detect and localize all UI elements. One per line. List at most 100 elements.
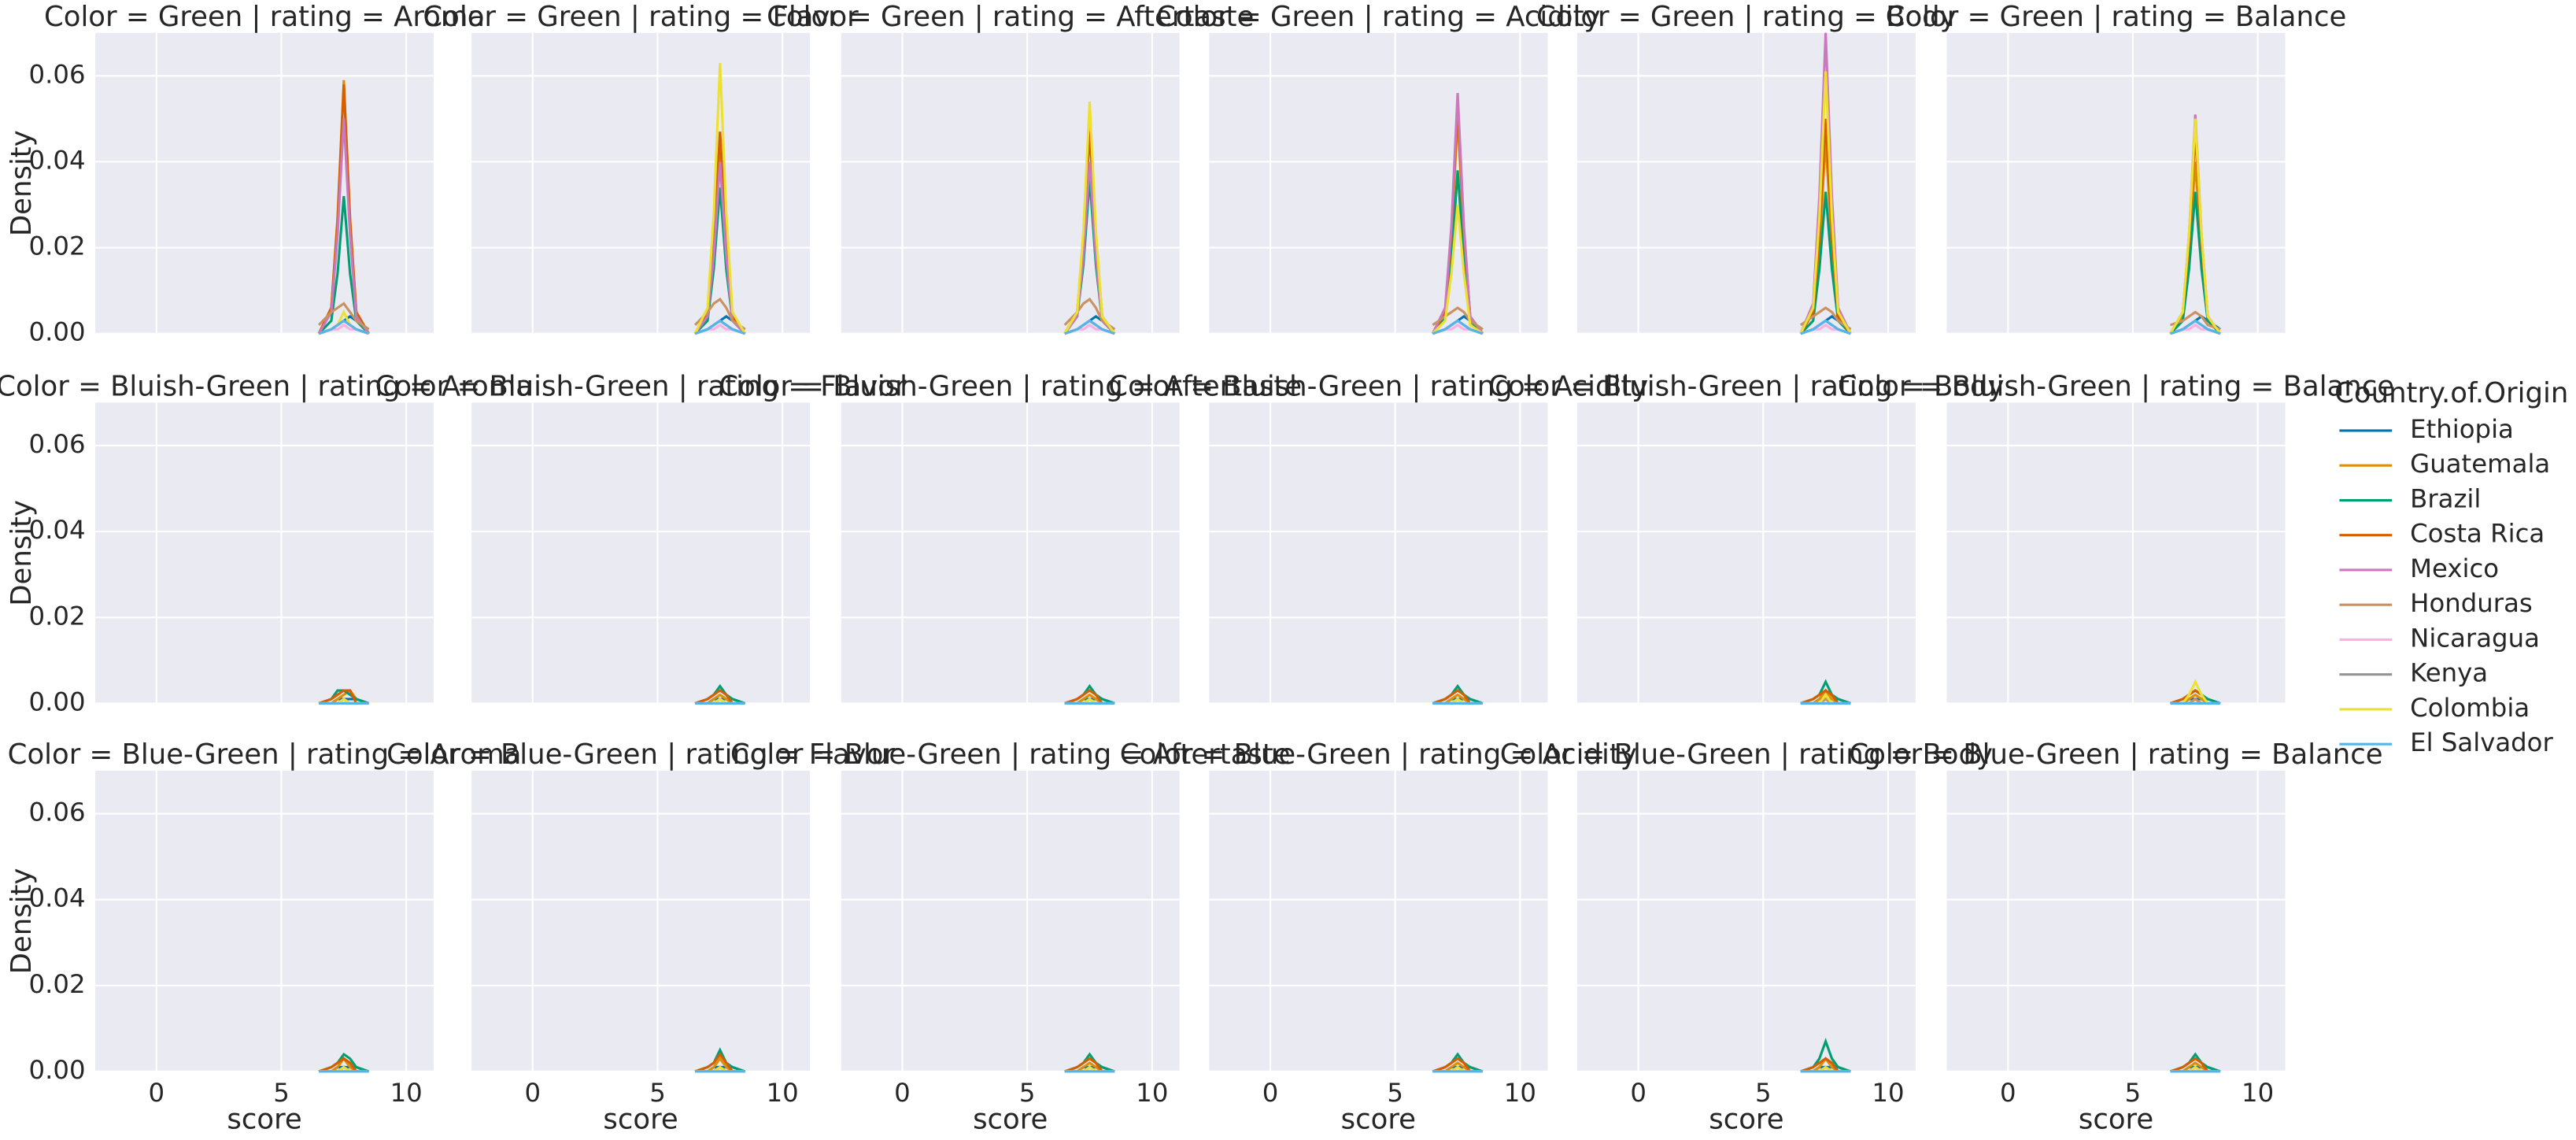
density-line: El Salvador	[2170, 319, 2221, 335]
density-line: Honduras	[693, 297, 746, 331]
plot-area	[95, 770, 434, 1072]
y-tick-label: 0.02	[29, 969, 86, 999]
density-line: Colombia	[1799, 71, 1852, 335]
y-tick-label: 0.04	[29, 145, 86, 175]
density-line: El Salvador	[1432, 319, 1484, 335]
panel-title: Color = Bluish-Green | rating = Body	[1488, 371, 2004, 403]
plot-area	[1576, 32, 1916, 334]
x-tick-label: 10	[1136, 1078, 1168, 1108]
density-line: Colombia	[2169, 118, 2222, 335]
legend-label: Nicaragua	[2410, 623, 2540, 653]
x-tick-label: 5	[2125, 1078, 2142, 1108]
x-tick-label: 5	[649, 1078, 666, 1108]
x-tick-label: 5	[273, 1078, 290, 1108]
x-tick-label: 10	[767, 1078, 799, 1108]
x-tick-label: 0	[894, 1078, 911, 1108]
x-tick-label: 5	[1755, 1078, 1772, 1108]
density-line: Honduras	[1800, 306, 1852, 331]
plot-area	[471, 32, 811, 334]
panel-title: Color = Green | rating = Flavor	[423, 1, 859, 33]
y-tick-label: 0.06	[29, 798, 86, 827]
panel-title: Color = Bluish-Green | rating = Acidity	[1108, 371, 1648, 403]
x-tick-label: 5	[1387, 1078, 1403, 1108]
y-tick-label: 0.06	[29, 429, 86, 459]
panel-title: Color = Blue-Green | rating = Body	[1500, 738, 1993, 771]
plot-area	[95, 32, 434, 334]
density-line: Colombia	[693, 62, 746, 335]
plot-area	[95, 402, 434, 704]
panel-title: Color = Blue-Green | rating = Aftertaste	[730, 738, 1291, 771]
plot-area	[841, 32, 1180, 334]
panel-title: Color = Green | rating = Balance	[1886, 1, 2347, 33]
plot-area	[1946, 402, 2286, 704]
x-axis-label: score	[227, 1104, 301, 1136]
x-axis-label: score	[973, 1104, 1048, 1136]
y-axis-label: Density	[6, 868, 38, 975]
x-tick-label: 0	[1630, 1078, 1646, 1108]
plot-area	[471, 770, 811, 1072]
legend-label: Mexico	[2410, 553, 2499, 583]
panel-title: Color = Bluish-Green | rating = Aroma	[0, 371, 533, 403]
x-tick-label: 0	[1262, 1078, 1279, 1108]
plot-area	[1576, 402, 1916, 704]
panel-title: Color = Blue-Green | rating = Acidity	[1120, 738, 1637, 771]
x-axis-label: score	[1709, 1104, 1783, 1136]
legend-label: Colombia	[2410, 693, 2530, 723]
y-tick-label: 0.00	[29, 317, 86, 347]
plot-area	[1576, 770, 1916, 1072]
density-line: El Salvador	[694, 319, 746, 335]
x-axis-label: score	[2079, 1104, 2153, 1136]
density-line: Colombia	[1432, 204, 1484, 335]
plot-area	[1209, 770, 1548, 1072]
x-tick-label: 10	[1504, 1078, 1536, 1108]
plot-area	[1946, 32, 2286, 334]
plot-area	[1209, 402, 1548, 704]
density-line: El Salvador	[1800, 319, 1851, 335]
panel-title: Color = Green | rating = Acidity	[1156, 1, 1600, 33]
x-tick-label: 10	[1872, 1078, 1904, 1108]
legend-label: Ethiopia	[2410, 414, 2514, 444]
plot-area	[1946, 770, 2286, 1072]
plot-area	[841, 770, 1180, 1072]
x-tick-label: 10	[2242, 1078, 2274, 1108]
legend-label: Honduras	[2410, 588, 2533, 618]
plot-area	[841, 402, 1180, 704]
y-tick-label: 0.02	[29, 231, 86, 261]
density-line: El Salvador	[318, 319, 370, 335]
panel-title: Color = Green | rating = Aftertaste	[767, 1, 1254, 33]
legend-label: El Salvador	[2410, 727, 2553, 757]
plot-area	[471, 402, 811, 704]
x-tick-label: 0	[2000, 1078, 2016, 1108]
x-axis-label: score	[603, 1104, 678, 1136]
x-tick-label: 0	[525, 1078, 541, 1108]
panel-title: Color = Green | rating = Aroma	[44, 1, 485, 33]
y-tick-label: 0.04	[29, 515, 86, 545]
legend-label: Brazil	[2410, 483, 2481, 513]
x-axis-label: score	[1341, 1104, 1416, 1136]
y-tick-label: 0.00	[29, 687, 86, 716]
y-axis-label: Density	[6, 500, 38, 606]
density-line: Honduras	[317, 302, 370, 331]
legend-title: Country.of.Origin	[2334, 377, 2568, 409]
panel-title: Color = Green | rating = Body	[1536, 1, 1957, 33]
y-axis-label: Density	[6, 130, 38, 236]
x-tick-label: 0	[149, 1078, 165, 1108]
plot-area	[1209, 32, 1548, 334]
y-tick-label: 0.02	[29, 601, 86, 631]
x-tick-label: 5	[1019, 1078, 1036, 1108]
density-line: El Salvador	[1064, 319, 1115, 335]
panel-title: Color = Bluish-Green | rating = Flavor	[375, 371, 907, 403]
density-line: Colombia	[1063, 101, 1116, 335]
y-tick-label: 0.06	[29, 59, 86, 89]
x-tick-label: 10	[390, 1078, 423, 1108]
panel-title: Color = Bluish-Green | rating = Balance	[1838, 371, 2394, 403]
density-line: Costa Rica	[1799, 118, 1852, 335]
panel-title: Color = Blue-Green | rating = Aroma	[8, 738, 522, 771]
panel-title: Color = Bluish-Green | rating = Aftertas…	[719, 371, 1302, 403]
y-tick-label: 0.00	[29, 1055, 86, 1085]
y-tick-label: 0.04	[29, 883, 86, 913]
legend-label: Costa Rica	[2410, 519, 2545, 549]
panel-title: Color = Blue-Green | rating = Balance	[1849, 738, 2382, 771]
